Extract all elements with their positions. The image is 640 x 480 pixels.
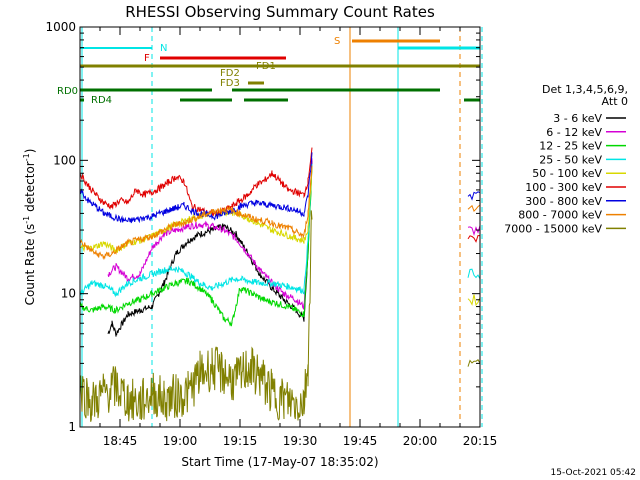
- legend-label-1: 3 - 6 keV: [553, 112, 602, 125]
- x-tick-label-2: 19:00: [163, 434, 198, 448]
- series-line-2: [107, 158, 481, 310]
- y-tick-label-2: 10: [61, 287, 76, 301]
- legend-label-7: 300 - 800 keV: [525, 195, 602, 208]
- flare-label: F: [144, 53, 150, 64]
- y-tick-label-1: 1: [68, 420, 76, 434]
- x-axis-label: Start Time (17-May-07 18:35:02): [181, 455, 378, 469]
- y-tick-label-4: 1000: [45, 20, 76, 34]
- x-tick-label-5: 19:45: [343, 434, 378, 448]
- legend-header-attenuator: Att 0: [602, 95, 628, 108]
- legend-label-4: 25 - 50 keV: [539, 153, 602, 166]
- series-line-4: [79, 164, 481, 298]
- series-line-9: [79, 210, 481, 422]
- series-line-8: [79, 165, 481, 261]
- flare-dec-2-label: FD2: [220, 68, 240, 79]
- legend-label-6: 100 - 300 keV: [525, 181, 602, 194]
- saa-label: S: [334, 36, 340, 47]
- rd0-label: RD0: [57, 86, 78, 97]
- series-line-1: [107, 160, 313, 337]
- x-tick-label-4: 19:30: [283, 434, 318, 448]
- legend-label-2: 6 - 12 keV: [546, 126, 602, 139]
- night-label: N: [160, 43, 167, 54]
- chart-title: RHESSI Observing Summary Count Rates: [125, 3, 435, 21]
- legend-label-5: 50 - 100 keV: [532, 167, 602, 180]
- rd4-label: RD4: [91, 95, 112, 106]
- legend-header-detectors: Det 1,3,4,5,6,9,: [542, 83, 628, 96]
- y-axis-label: Count Rate (s-1 detector-1): [22, 149, 37, 306]
- series-line-3: [79, 167, 313, 327]
- timestamp-label: 15-Oct-2021 05:42: [551, 468, 636, 478]
- flare-dec-3-label: FD3: [220, 78, 240, 89]
- x-tick-label-6: 20:00: [403, 434, 438, 448]
- x-tick-label-1: 18:45: [103, 434, 138, 448]
- legend-label-9: 7000 - 15000 keV: [504, 222, 602, 235]
- legend-label-8: 800 - 7000 keV: [518, 209, 602, 222]
- series-line-7: [79, 152, 481, 224]
- flare-dec-1-label: FD1: [256, 61, 276, 72]
- legend-label-3: 12 - 25 keV: [539, 140, 602, 153]
- y-tick-label-3: 100: [53, 153, 76, 167]
- x-tick-label-7: 20:15: [463, 434, 498, 448]
- x-tick-label-3: 19:15: [223, 434, 258, 448]
